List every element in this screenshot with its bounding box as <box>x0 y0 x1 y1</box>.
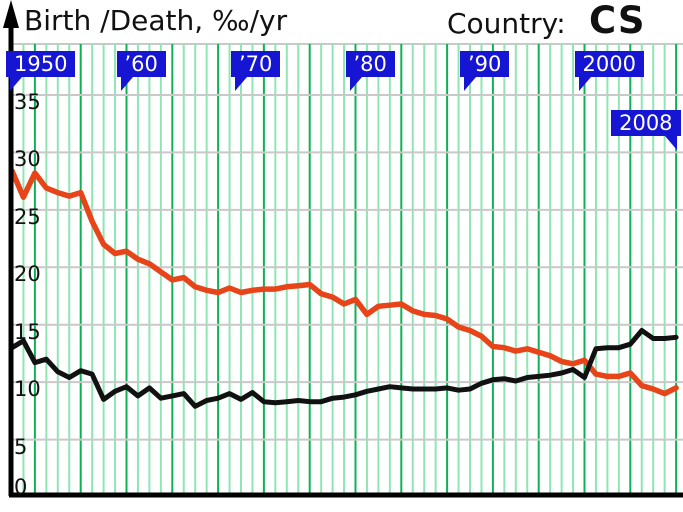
year-tag-label: ’70 <box>239 52 273 76</box>
year-tag-label: ’90 <box>468 52 502 76</box>
chart-title-rest: /Death, ‰/yr <box>91 4 288 37</box>
year-tag-2000: 2000 <box>574 51 644 91</box>
y-tick-label-15: 15 <box>14 319 41 344</box>
year-tag-pointer-icon <box>349 77 362 91</box>
year-tag-1990: ’90 <box>460 51 510 91</box>
year-tag-label: ’60 <box>124 52 158 76</box>
y-tick-label-0: 0 <box>14 475 28 499</box>
country-label: Country: <box>447 7 566 40</box>
year-tag-pointer-icon <box>10 77 22 91</box>
year-tag-pointer-icon <box>120 77 133 91</box>
year-tag-label: 2000 <box>582 52 636 76</box>
death-line <box>9 328 679 409</box>
year-tag-1950: 1950 <box>6 51 76 91</box>
year-tag-pointer-icon <box>464 77 476 91</box>
y-tick-label-10: 10 <box>14 377 41 402</box>
year-tag-label: 2008 <box>619 111 673 135</box>
year-tag-2008: 2008 <box>611 110 681 150</box>
year-tag-1970: ’70 <box>231 51 281 91</box>
chart-title-birth: Birth <box>24 4 92 37</box>
y-tick-label-35: 35 <box>14 89 41 114</box>
year-tag-pointer-icon <box>578 77 591 91</box>
chart-title: Birth /Death, ‰/yr <box>24 4 287 37</box>
year-tag-label: 1950 <box>14 52 68 76</box>
y-tick-label-20: 20 <box>14 262 41 287</box>
y-axis-arrowhead-icon <box>3 0 19 28</box>
year-tag-1960: ’60 <box>116 51 166 91</box>
y-tick-label-30: 30 <box>14 147 41 172</box>
country-code: CS <box>589 0 646 42</box>
year-tag-label: ’80 <box>353 52 387 76</box>
y-tick-label-25: 25 <box>14 204 41 229</box>
year-tag-pointer-icon <box>235 77 247 91</box>
year-tag-1980: ’80 <box>345 51 395 91</box>
year-tag-pointer-icon <box>664 136 677 150</box>
y-tick-label-5: 5 <box>14 434 28 459</box>
birth-line <box>9 168 679 397</box>
